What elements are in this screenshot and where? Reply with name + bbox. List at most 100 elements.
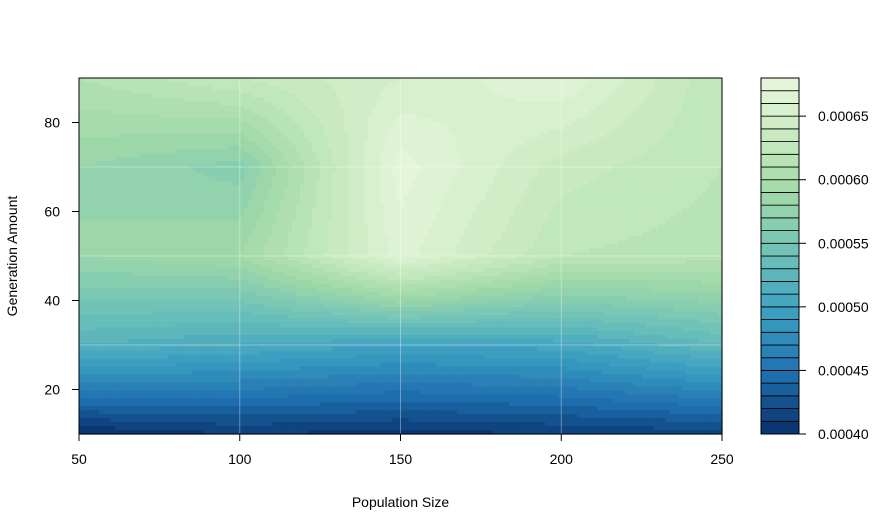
contour-cell	[456, 192, 462, 198]
contour-cell	[139, 113, 144, 119]
contour-cell	[705, 89, 711, 95]
contour-cell	[291, 137, 297, 142]
contour-cell	[103, 161, 108, 166]
contour-cell	[324, 161, 329, 166]
contour-cell	[424, 161, 430, 166]
contour-cell	[621, 165, 627, 170]
contour-cell	[336, 168, 341, 174]
contour-cell	[617, 125, 623, 131]
contour-cell	[617, 176, 623, 182]
contour-cell	[448, 141, 454, 146]
contour-cell	[581, 188, 586, 194]
contour-cell	[629, 188, 635, 194]
contour-cell	[95, 93, 100, 99]
contour-cell	[685, 196, 691, 202]
contour-cell	[637, 192, 643, 198]
contour-cell	[263, 89, 269, 95]
contour-cell	[444, 161, 450, 166]
contour-cell	[155, 149, 160, 154]
contour-cell	[677, 133, 683, 138]
contour-cell	[171, 145, 177, 150]
contour-cell	[517, 137, 522, 142]
contour-cell	[316, 157, 321, 162]
contour-cell	[364, 196, 369, 202]
contour-cell	[517, 145, 522, 150]
contour-cell	[400, 157, 406, 162]
contour-cell	[324, 113, 329, 119]
contour-cell	[496, 129, 502, 134]
contour-cell	[677, 137, 683, 142]
contour-cell	[500, 109, 506, 115]
contour-cell	[279, 137, 285, 142]
contour-cell	[223, 157, 229, 162]
contour-cell	[83, 113, 88, 119]
contour-cell	[308, 85, 313, 91]
contour-cell	[143, 161, 148, 166]
contour-cell	[589, 180, 594, 186]
contour-cell	[283, 172, 289, 178]
contour-cell	[645, 101, 651, 107]
contour-cell	[533, 165, 538, 170]
contour-cell	[448, 188, 454, 194]
contour-cell	[99, 200, 104, 206]
contour-cell	[697, 109, 703, 115]
contour-cell	[400, 81, 406, 87]
contour-cell	[589, 145, 594, 150]
contour-cell	[255, 165, 261, 170]
contour-cell	[609, 145, 615, 150]
contour-cell	[404, 149, 410, 154]
contour-cell	[267, 176, 273, 182]
contour-cell	[87, 172, 92, 178]
contour-cell	[693, 129, 699, 134]
contour-cell	[155, 200, 160, 206]
contour-cell	[159, 121, 164, 127]
contour-cell	[565, 145, 570, 150]
contour-cell	[537, 109, 542, 115]
contour-cell	[629, 133, 635, 138]
contour-cell	[585, 93, 590, 99]
contour-cell	[79, 105, 84, 111]
contour-cell	[617, 78, 623, 83]
contour-cell	[87, 176, 92, 182]
contour-cell	[380, 105, 386, 111]
contour-cell	[613, 113, 619, 119]
contour-cell	[211, 101, 217, 107]
contour-cell	[364, 184, 369, 190]
contour-cell	[191, 188, 197, 194]
contour-cell	[565, 176, 570, 182]
contour-cell	[328, 101, 333, 107]
contour-cell	[488, 149, 494, 154]
contour-cell	[432, 165, 438, 170]
contour-cell	[500, 89, 506, 95]
contour-cell	[115, 121, 120, 127]
contour-cell	[159, 125, 164, 131]
contour-cell	[183, 192, 189, 198]
contour-cell	[641, 117, 647, 123]
contour-cell	[235, 176, 241, 182]
contour-cell	[191, 78, 197, 83]
contour-cell	[356, 78, 361, 83]
contour-cell	[271, 141, 277, 146]
contour-cell	[428, 121, 434, 127]
contour-cell	[589, 176, 594, 182]
contour-cell	[504, 93, 510, 99]
contour-cell	[243, 153, 249, 158]
contour-cell	[263, 78, 269, 83]
contour-cell	[167, 188, 173, 194]
contour-cell	[589, 121, 594, 127]
contour-cell	[356, 105, 361, 111]
contour-cell	[641, 165, 647, 170]
contour-cell	[127, 89, 132, 95]
contour-cell	[392, 101, 398, 107]
contour-cell	[404, 168, 410, 174]
contour-cell	[348, 125, 353, 131]
contour-cell	[159, 81, 164, 87]
contour-cell	[444, 117, 450, 123]
contour-cell	[87, 145, 92, 150]
contour-cell	[424, 149, 430, 154]
contour-cell	[380, 101, 386, 107]
contour-cell	[388, 157, 394, 162]
contour-cell	[147, 121, 152, 127]
contour-cell	[573, 81, 578, 87]
contour-cell	[509, 105, 514, 111]
